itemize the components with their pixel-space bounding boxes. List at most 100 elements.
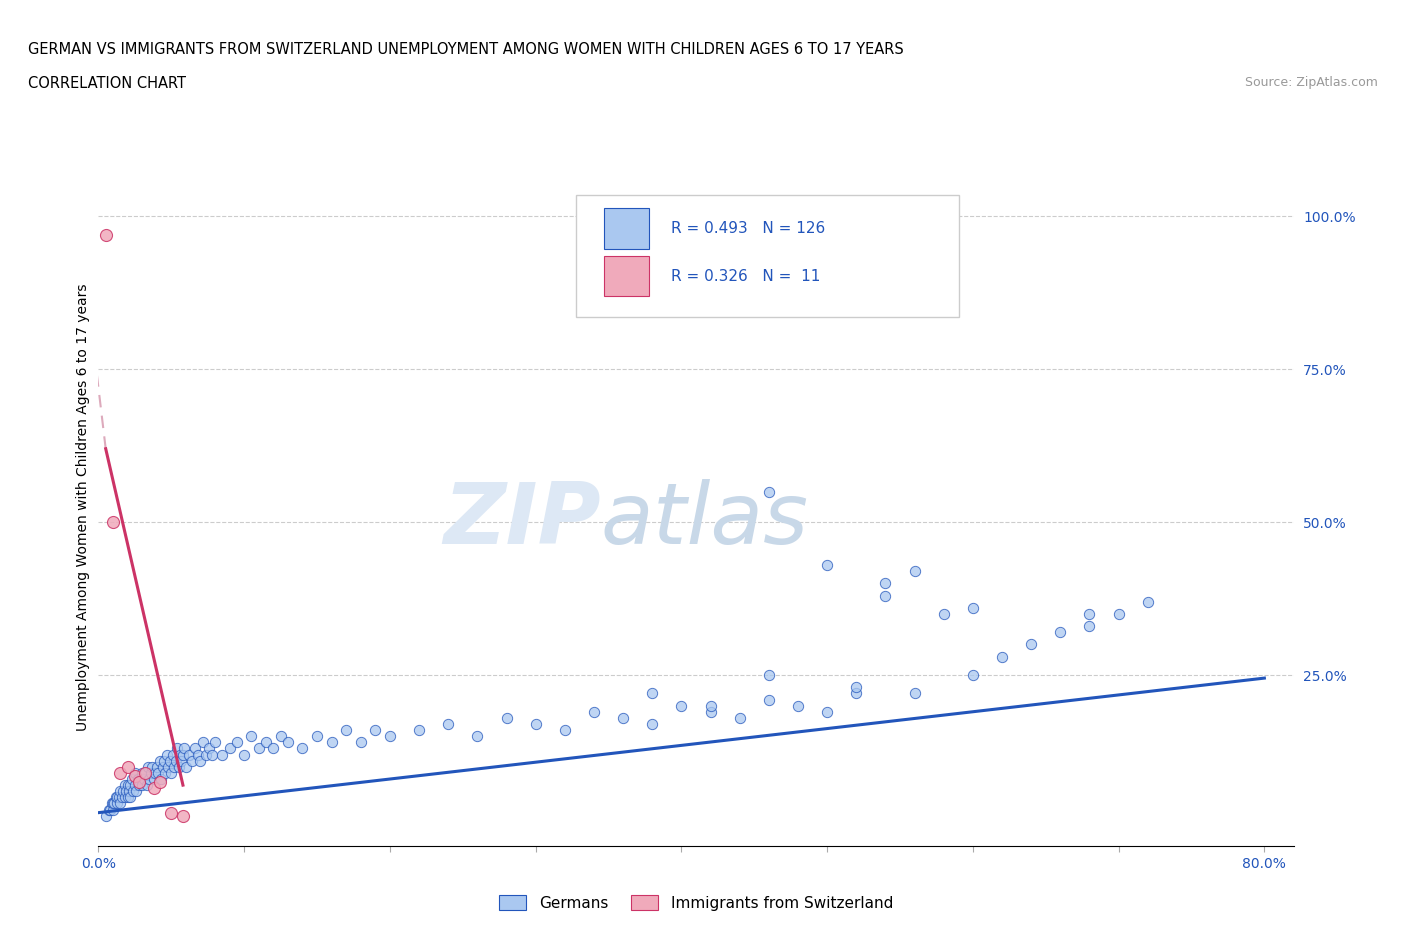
Point — [152, 760, 174, 775]
Point — [335, 723, 357, 737]
Point — [145, 760, 167, 775]
Point — [699, 698, 721, 713]
Point — [117, 760, 139, 775]
Point — [169, 747, 191, 762]
Point — [101, 796, 124, 811]
Point — [195, 747, 218, 762]
Point — [148, 765, 170, 780]
Point — [136, 760, 159, 775]
Point — [121, 772, 143, 787]
Point — [875, 576, 897, 591]
Point — [233, 747, 256, 762]
Text: GERMAN VS IMMIGRANTS FROM SWITZERLAND UNEMPLOYMENT AMONG WOMEN WITH CHILDREN AGE: GERMAN VS IMMIGRANTS FROM SWITZERLAND UN… — [28, 42, 904, 57]
Point — [139, 765, 162, 780]
Point — [160, 805, 183, 820]
Point — [160, 765, 183, 780]
Point — [467, 729, 489, 744]
Point — [150, 772, 173, 787]
Point — [787, 698, 810, 713]
Point — [115, 784, 138, 799]
Point — [758, 692, 780, 707]
Point — [204, 735, 226, 750]
Point — [758, 668, 780, 683]
Point — [166, 741, 188, 756]
Point — [104, 790, 127, 804]
Point — [875, 588, 897, 603]
Point — [728, 711, 751, 725]
Point — [1078, 606, 1101, 621]
Point — [108, 790, 131, 804]
Point — [162, 747, 184, 762]
Point — [903, 686, 925, 701]
Point — [437, 716, 460, 731]
Point — [1019, 637, 1042, 652]
Point — [174, 760, 197, 775]
Point — [758, 485, 780, 499]
Point — [321, 735, 343, 750]
Point — [305, 729, 328, 744]
Point — [641, 686, 664, 701]
FancyBboxPatch shape — [605, 256, 650, 297]
Point — [641, 716, 664, 731]
Point — [101, 803, 124, 817]
Point — [94, 227, 117, 242]
Point — [103, 796, 125, 811]
Point — [554, 723, 576, 737]
Point — [157, 760, 180, 775]
Point — [962, 668, 984, 683]
Point — [156, 747, 179, 762]
Point — [190, 753, 212, 768]
Point — [97, 803, 120, 817]
Point — [149, 775, 172, 790]
Point — [364, 723, 387, 737]
Point — [114, 777, 136, 792]
Point — [193, 735, 215, 750]
Point — [138, 772, 160, 787]
Point — [186, 747, 208, 762]
Point — [1108, 606, 1130, 621]
Point — [98, 803, 121, 817]
Point — [110, 796, 132, 811]
Point — [131, 765, 153, 780]
Text: R = 0.326   N =  11: R = 0.326 N = 11 — [671, 269, 820, 284]
Point — [167, 760, 190, 775]
Point — [612, 711, 634, 725]
Point — [135, 777, 157, 792]
Point — [110, 765, 132, 780]
Point — [240, 729, 263, 744]
Point — [153, 753, 176, 768]
Point — [155, 765, 177, 780]
Point — [122, 784, 145, 799]
Point — [408, 723, 430, 737]
Legend: Germans, Immigrants from Switzerland: Germans, Immigrants from Switzerland — [494, 889, 898, 917]
Point — [165, 753, 187, 768]
Point — [845, 680, 868, 695]
Point — [932, 606, 955, 621]
Point — [125, 784, 148, 799]
Point — [173, 741, 195, 756]
Point — [254, 735, 277, 750]
Point — [127, 772, 149, 787]
Y-axis label: Unemployment Among Women with Children Ages 6 to 17 years: Unemployment Among Women with Children A… — [76, 283, 90, 731]
Point — [159, 753, 181, 768]
Point — [114, 790, 136, 804]
Point — [201, 747, 224, 762]
Point — [110, 784, 132, 799]
Point — [128, 777, 150, 792]
Point — [845, 686, 868, 701]
Point — [120, 790, 142, 804]
Point — [350, 735, 373, 750]
Point — [101, 514, 124, 529]
Point — [118, 784, 141, 799]
Text: atlas: atlas — [600, 479, 808, 562]
Point — [671, 698, 693, 713]
Point — [163, 760, 186, 775]
Point — [132, 772, 155, 787]
Point — [142, 781, 165, 796]
Point — [143, 765, 166, 780]
Point — [170, 753, 193, 768]
Point — [903, 564, 925, 578]
Point — [218, 741, 240, 756]
Point — [105, 790, 128, 804]
Point — [183, 741, 205, 756]
